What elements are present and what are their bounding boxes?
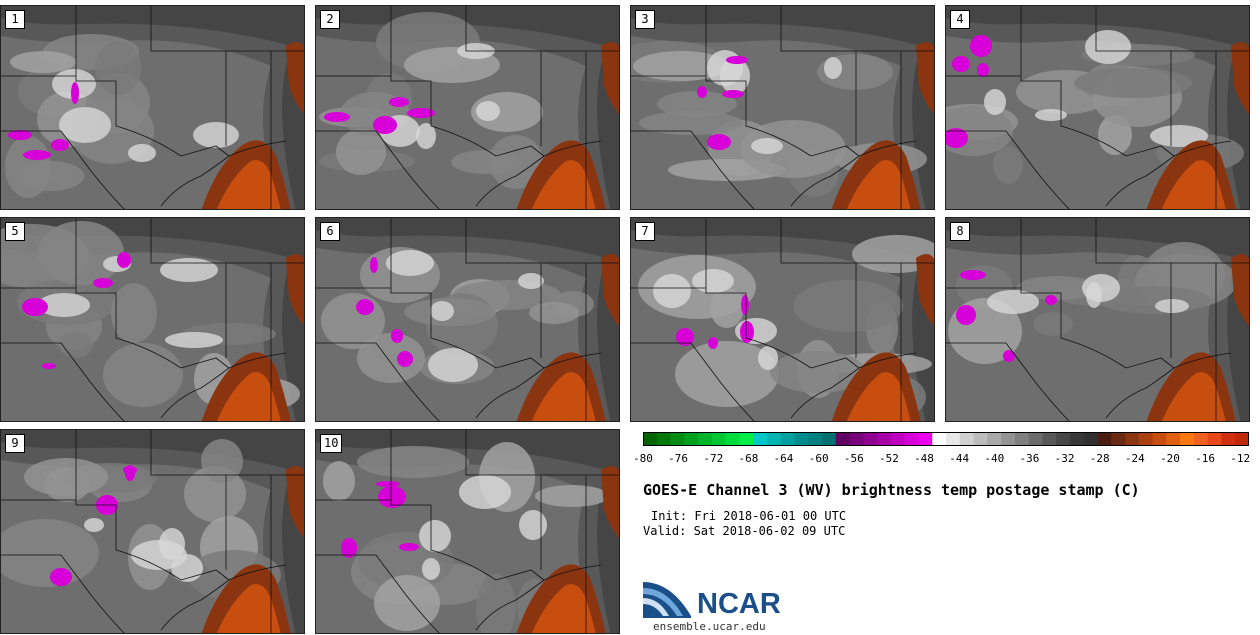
panel-number: 8 (950, 222, 970, 241)
colorbar-bin (1083, 432, 1099, 446)
colorbar-tick-label: -60 (808, 452, 829, 465)
figure-title: GOES-E Channel 3 (WV) brightness temp po… (643, 481, 1140, 499)
colorbar-bin (890, 432, 906, 446)
colorbar-tick-label: -40 (984, 452, 1005, 465)
colorbar-bin (684, 432, 699, 446)
map-panel-10: 10 (315, 429, 620, 634)
colorbar (643, 432, 1249, 446)
colorbar-tick-label: -28 (1089, 452, 1110, 465)
colorbar-bin (1221, 432, 1236, 446)
water-vapor-field (316, 6, 619, 209)
colorbar-bin (1042, 432, 1057, 446)
colorbar-bin (1125, 432, 1140, 446)
water-vapor-field (316, 218, 619, 421)
panel-number: 7 (635, 222, 655, 241)
colorbar-bin (1138, 432, 1154, 446)
colorbar-tick-label: -44 (949, 452, 970, 465)
colorbar-bin (1180, 432, 1195, 446)
colorbar-bin (1111, 432, 1126, 446)
colorbar-tick-label: -48 (914, 452, 934, 465)
ncar-logo-icon (643, 582, 691, 618)
colorbar-bin (1056, 432, 1071, 446)
valid-time: Valid: Sat 2018-06-02 09 UTC (643, 524, 846, 538)
map-panel-6: 6 (315, 217, 620, 422)
colorbar-bin (753, 432, 768, 446)
ncar-url: ensemble.ucar.edu (653, 620, 766, 633)
colorbar-bin (1028, 432, 1044, 446)
panel-number: 6 (320, 222, 340, 241)
colorbar-tick-label: -32 (1054, 452, 1075, 465)
colorbar-tick-label: -68 (738, 452, 759, 465)
colorbar-bin (1235, 432, 1249, 446)
map-panel-2: 2 (315, 5, 620, 210)
ncar-wordmark: NCAR (697, 588, 781, 620)
colorbar-bin (1207, 432, 1223, 446)
colorbar-bin (822, 432, 837, 446)
colorbar-bin (1166, 432, 1181, 446)
map-panel-3: 3 (630, 5, 935, 210)
colorbar-bin (918, 432, 933, 446)
colorbar-bin (1097, 432, 1112, 446)
colorbar-tick-label: -20 (1160, 452, 1180, 465)
water-vapor-field (631, 218, 934, 421)
init-time: Init: Fri 2018-06-01 00 UTC (651, 509, 847, 523)
colorbar-bin (1193, 432, 1209, 446)
water-vapor-field (946, 6, 1249, 209)
colorbar-bin (1069, 432, 1085, 446)
colorbar-bin (904, 432, 920, 446)
water-vapor-field (1, 430, 304, 633)
colorbar-bin (932, 432, 947, 446)
colorbar-bin (711, 432, 727, 446)
panel-number: 9 (5, 434, 25, 453)
map-panel-4: 4 (945, 5, 1250, 210)
colorbar-tick-label: -52 (878, 452, 899, 465)
water-vapor-field (1, 6, 304, 209)
map-panel-5: 5 (0, 217, 305, 422)
water-vapor-field (316, 430, 619, 633)
colorbar-bin (1014, 432, 1030, 446)
panel-number: 4 (950, 10, 970, 29)
colorbar-tick-label: -12 (1230, 452, 1251, 465)
map-panel-1: 1 (0, 5, 305, 210)
colorbar-tick-label: -80 (633, 452, 653, 465)
colorbar-bin (656, 432, 672, 446)
panel-number: 1 (5, 10, 25, 29)
water-vapor-field (631, 6, 934, 209)
colorbar-bin (987, 432, 1002, 446)
colorbar-bin (766, 432, 782, 446)
colorbar-bin (643, 432, 658, 446)
panel-number: 2 (320, 10, 340, 29)
colorbar-tick-label: -76 (668, 452, 689, 465)
water-vapor-field (1, 218, 304, 421)
panel-number: 5 (5, 222, 25, 241)
colorbar-bin (849, 432, 864, 446)
colorbar-bin (863, 432, 878, 446)
colorbar-bin (1001, 432, 1016, 446)
colorbar-tick-label: -64 (773, 452, 794, 465)
colorbar-bin (670, 432, 685, 446)
colorbar-bin (739, 432, 754, 446)
colorbar-bin (794, 432, 809, 446)
water-vapor-field (946, 218, 1249, 421)
panel-number: 3 (635, 10, 655, 29)
colorbar-tick-label: -56 (843, 452, 864, 465)
colorbar-bin (946, 432, 961, 446)
map-panel-8: 8 (945, 217, 1250, 422)
colorbar-tick-label: -36 (1019, 452, 1040, 465)
map-panel-9: 9 (0, 429, 305, 634)
map-panel-7: 7 (630, 217, 935, 422)
colorbar-tick-label: -24 (1124, 452, 1145, 465)
colorbar-bin (780, 432, 796, 446)
colorbar-bin (973, 432, 988, 446)
colorbar-tick-label: -16 (1195, 452, 1216, 465)
colorbar-bin (808, 432, 823, 446)
colorbar-bin (1152, 432, 1167, 446)
colorbar-tick-label: -72 (703, 452, 724, 465)
colorbar-bin (835, 432, 851, 446)
colorbar-bin (698, 432, 713, 446)
colorbar-bin (725, 432, 741, 446)
panel-number: 10 (320, 434, 343, 453)
colorbar-bin (877, 432, 892, 446)
colorbar-bin (959, 432, 975, 446)
